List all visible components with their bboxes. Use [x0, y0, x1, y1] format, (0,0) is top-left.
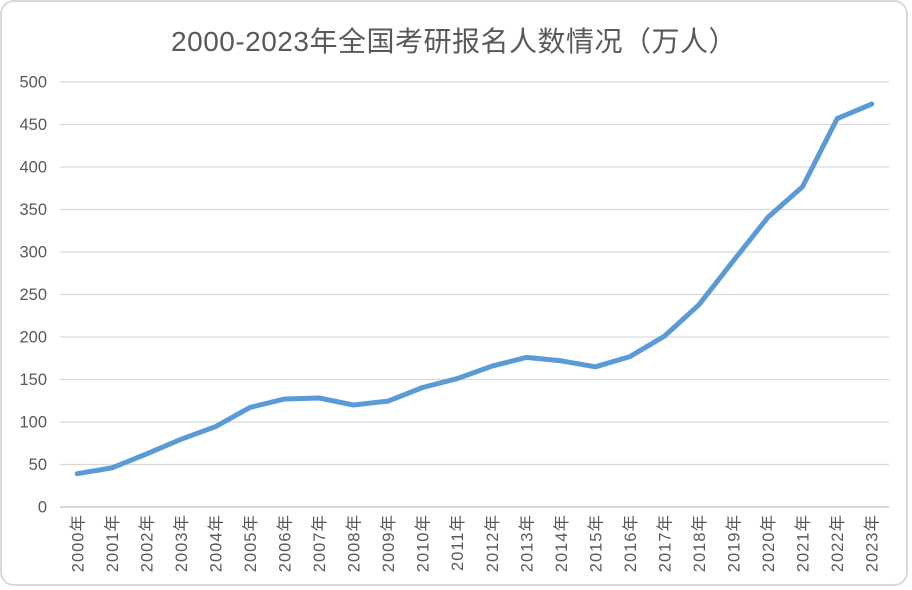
x-axis-tick-label: 2009年: [379, 514, 398, 572]
data-line: [74, 101, 875, 477]
x-axis-tick-label: 2013年: [517, 514, 536, 572]
x-axis-tick-label: 2012年: [483, 514, 502, 572]
y-axis-tick-label: 500: [19, 74, 47, 92]
chart-title: 2000-2023年全国考研报名人数情况（万人）: [171, 26, 737, 57]
x-axis-tick-label: 2000年: [68, 514, 87, 572]
x-axis-tick-label: 2007年: [310, 514, 329, 572]
x-axis-tick-label: 2002年: [137, 514, 156, 572]
y-axis-tick-label: 250: [19, 286, 47, 304]
x-axis-tick-label: 2005年: [241, 514, 260, 572]
y-axis-tick-label: 100: [19, 414, 47, 432]
x-axis-tick-label: 2003年: [172, 514, 191, 572]
y-axis-tick-label: 350: [19, 201, 47, 219]
y-axis-tick-label: 150: [19, 371, 47, 389]
x-axis-tick-label: 2010年: [414, 514, 433, 572]
x-axis-tick-label: 2020年: [759, 514, 778, 572]
x-axis-tick-label: 2023年: [863, 514, 882, 572]
x-axis-tick-label: 2019年: [725, 514, 744, 572]
x-axis-tick-label: 2008年: [345, 514, 364, 572]
y-axis-tick-label: 400: [19, 159, 47, 177]
y-axis-tick-label: 450: [19, 116, 47, 134]
x-axis-tick-label: 2022年: [828, 514, 847, 572]
x-axis-tick-label: 2021年: [794, 514, 813, 572]
x-axis-tick-label: 2006年: [276, 514, 295, 572]
y-axis-tick-label: 0: [38, 499, 47, 517]
x-axis-tick-label: 2015年: [586, 514, 605, 572]
x-axis-tick-label: 2018年: [690, 514, 709, 572]
y-axis-tick-label: 50: [29, 456, 47, 474]
x-axis-tick-label: 2001年: [103, 514, 122, 572]
y-axis-tick-label: 200: [19, 329, 47, 347]
x-axis-tick-label: 2011年: [448, 514, 467, 571]
x-axis-tick-label: 2004年: [206, 514, 225, 572]
y-axis-tick-label: 300: [19, 244, 47, 262]
x-axis-tick-label: 2014年: [552, 514, 571, 572]
x-axis-tick-label: 2017年: [655, 514, 674, 572]
x-axis-tick-label: 2016年: [621, 514, 640, 572]
